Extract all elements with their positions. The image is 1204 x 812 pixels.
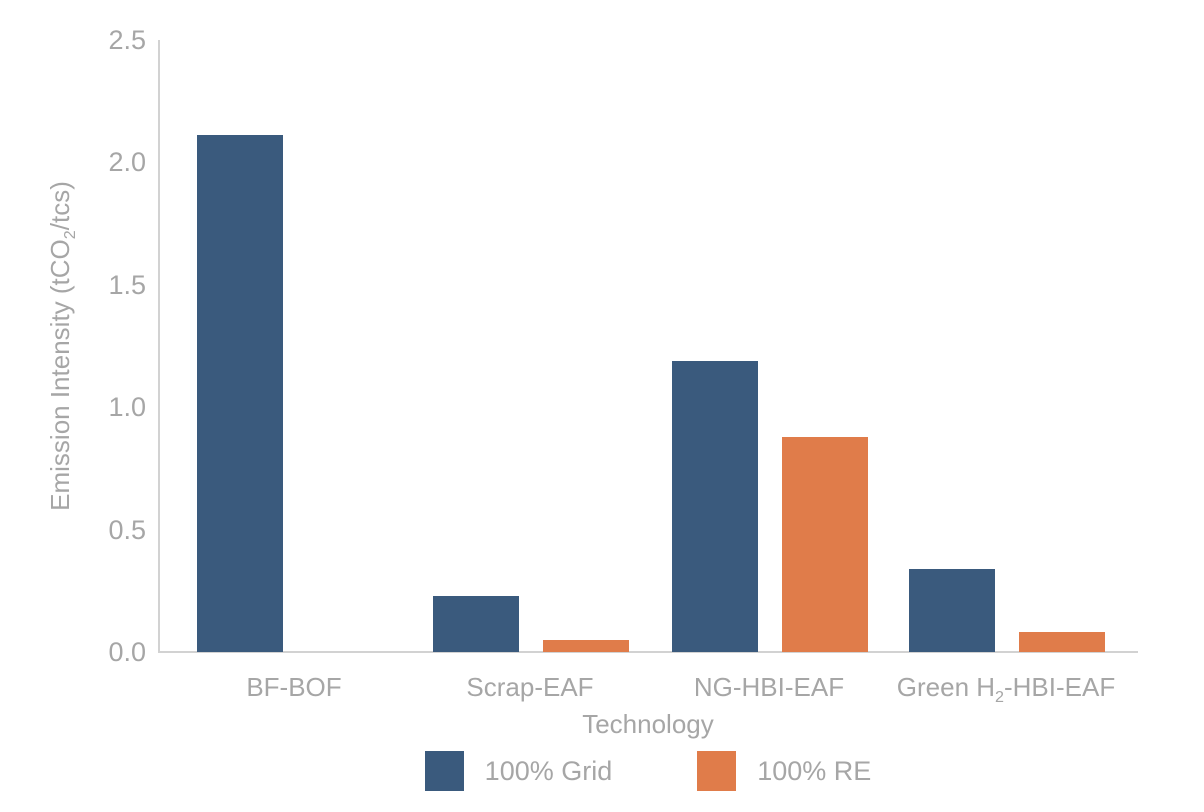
legend-label: 100% RE <box>757 755 872 786</box>
bar-100-re-2 <box>782 437 868 652</box>
bar-100-re-1 <box>543 640 629 652</box>
y-tick-label: 2.5 <box>108 25 146 55</box>
y-axis-line <box>158 40 160 652</box>
legend-swatch <box>424 751 464 791</box>
subscript: 2 <box>61 230 80 240</box>
bar-100-grid-1 <box>433 596 519 652</box>
legend: 100% Grid 100% RE <box>158 750 1138 792</box>
legend-swatch <box>697 751 737 791</box>
y-tick-label: 1.0 <box>108 392 146 423</box>
y-tick-label: 0.5 <box>108 514 146 545</box>
legend-label: 100% Grid <box>484 755 613 786</box>
x-axis-title: Technology <box>582 709 714 739</box>
x-category-label: Green H2-HBI-EAF <box>896 672 1116 707</box>
subscript: 2 <box>995 688 1004 707</box>
bar-100-grid-0 <box>197 135 283 652</box>
y-tick-label: 1.5 <box>108 269 146 300</box>
bar-100-grid-3 <box>909 569 995 652</box>
x-category-label: BF-BOF <box>246 672 342 702</box>
x-axis-line <box>158 651 1138 653</box>
legend-item: 100% RE <box>697 751 871 791</box>
x-category-label: NG-HBI-EAF <box>693 672 845 702</box>
bar-100-grid-2 <box>672 361 758 652</box>
bar-100-re-3 <box>1019 632 1105 652</box>
x-category-label: Scrap-EAF <box>466 672 594 702</box>
y-tick-label: 2.0 <box>108 147 146 178</box>
legend-item: 100% Grid <box>424 751 613 791</box>
y-tick-label: 0.0 <box>108 637 146 667</box>
y-axis-title: Emission Intensity (tCO2/tcs) <box>45 181 80 511</box>
